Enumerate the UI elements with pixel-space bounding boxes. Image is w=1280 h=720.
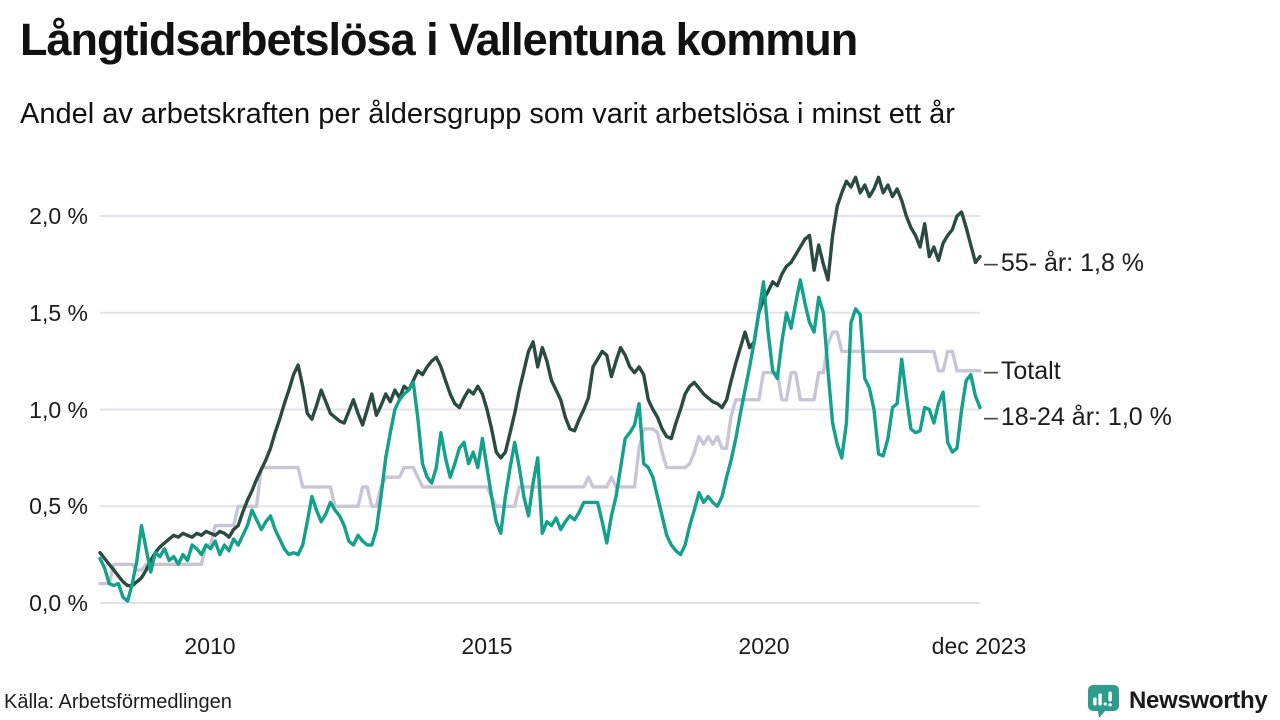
y-axis-tick-label: 0,5 % bbox=[29, 493, 88, 519]
newsworthy-branding: Newsworthy bbox=[1085, 683, 1268, 719]
page-subtitle: Andel av arbetskraften per åldersgrupp s… bbox=[20, 98, 955, 130]
label-tick-dash: – bbox=[984, 403, 998, 431]
series-end-label-55: –55- år: 1,8 % bbox=[984, 249, 1145, 277]
y-axis-tick-label: 0,0 % bbox=[29, 590, 88, 616]
y-axis-tick-label: 1,5 % bbox=[29, 300, 88, 326]
page-title: Långtidsarbetslösa i Vallentuna kommun bbox=[20, 14, 858, 65]
label-tick-dash: – bbox=[984, 357, 998, 385]
x-axis-tick-label: 2010 bbox=[184, 633, 236, 659]
series-line-18-24-år bbox=[98, 278, 982, 603]
series-end-label-18-24: –18-24 år: 1,0 % bbox=[984, 403, 1172, 431]
newsworthy-wordmark: Newsworthy bbox=[1129, 687, 1268, 714]
source-attribution: Källa: Arbetsförmedlingen bbox=[4, 691, 232, 713]
y-axis-tick-label: 1,0 % bbox=[29, 397, 88, 423]
series-line-55--år bbox=[98, 175, 982, 588]
x-axis-tick-label: dec 2023 bbox=[931, 633, 1027, 659]
label-tick-dash: – bbox=[984, 249, 998, 277]
y-axis-tick-label: 2,0 % bbox=[29, 203, 88, 229]
series-end-label-totalt: – Totalt bbox=[984, 357, 1061, 385]
newsworthy-logo-icon bbox=[1088, 685, 1119, 718]
x-axis-tick-label: 2015 bbox=[461, 633, 513, 659]
x-axis-tick-label: 2020 bbox=[738, 633, 790, 659]
